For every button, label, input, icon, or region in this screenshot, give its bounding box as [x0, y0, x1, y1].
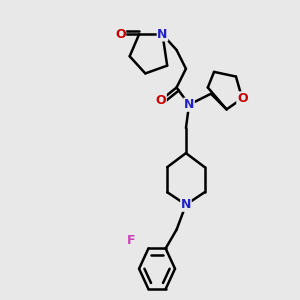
- Text: F: F: [127, 234, 136, 247]
- Text: O: O: [237, 92, 247, 105]
- Text: O: O: [156, 94, 166, 106]
- Text: N: N: [157, 28, 168, 41]
- Text: O: O: [115, 28, 126, 41]
- Text: N: N: [184, 98, 194, 111]
- Text: N: N: [181, 198, 191, 211]
